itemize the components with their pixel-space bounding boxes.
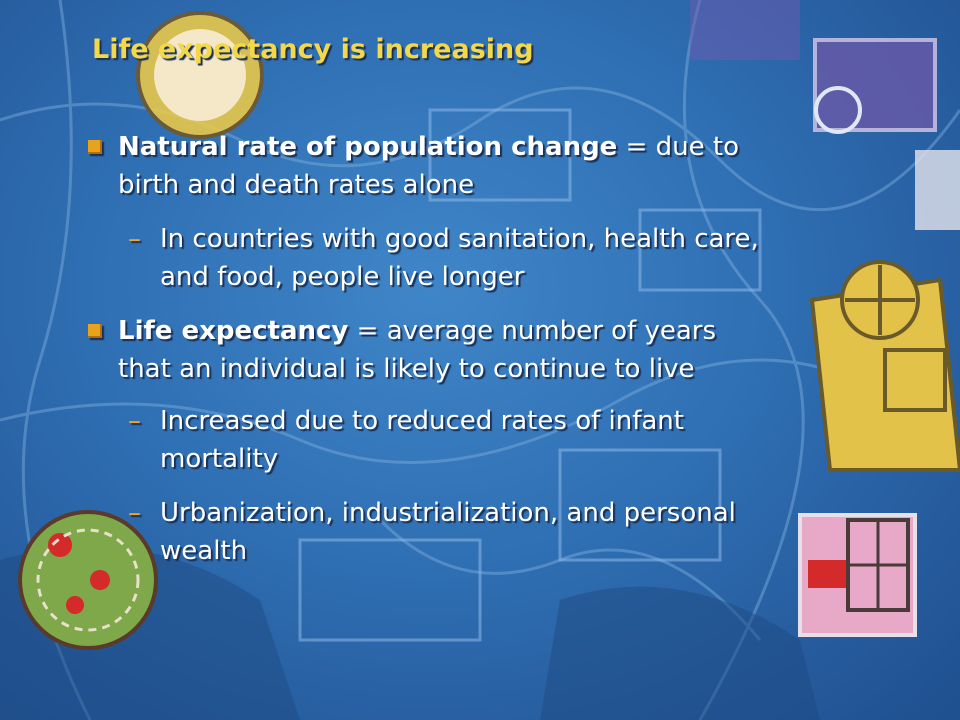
bullet-life-expectancy: Life expectancy = average number of year… xyxy=(88,312,888,388)
bullet-line-2: birth and death rates alone xyxy=(118,170,475,200)
house-drawings-top-right xyxy=(690,0,960,230)
bullet-definition: = average number of years xyxy=(348,316,717,346)
bullet-line-1: Natural rate of population change = due … xyxy=(118,128,888,166)
square-bullet-icon xyxy=(88,140,102,154)
subbullet-line-2: mortality xyxy=(160,444,279,474)
dash-bullet-icon: – xyxy=(128,406,141,436)
subbullet-line-1: Increased due to reduced rates of infant xyxy=(160,406,684,436)
bullet-natural-rate: Natural rate of population change = due … xyxy=(88,128,888,204)
subbullet-urbanization: – Urbanization, industrialization, and p… xyxy=(128,494,880,570)
bullet-definition: = due to xyxy=(617,132,739,162)
subbullet-line-1: In countries with good sanitation, healt… xyxy=(160,224,759,254)
yellow-house-drawing xyxy=(809,260,960,472)
pink-house-drawing xyxy=(798,513,917,637)
dash-bullet-icon: – xyxy=(128,224,141,254)
subbullet-sanitation: – In countries with good sanitation, hea… xyxy=(128,220,880,296)
bullet-line-1: Life expectancy = average number of year… xyxy=(118,312,888,350)
subbullet-line-2: and food, people live longer xyxy=(160,262,525,292)
subbullet-infant-mortality: – Increased due to reduced rates of infa… xyxy=(128,402,880,478)
slide-title: Life expectancy is increasing xyxy=(92,34,534,65)
flower-circle-drawing xyxy=(18,510,158,650)
bullet-term: Life expectancy xyxy=(118,316,349,346)
subbullet-line-2: wealth xyxy=(160,536,248,566)
faint-house-outlines xyxy=(298,108,762,642)
square-bullet-icon xyxy=(88,324,102,338)
bullet-line-2: that an individual is likely to continue… xyxy=(118,354,695,384)
bullet-term: Natural rate of population change xyxy=(118,132,618,162)
subbullet-line-1: Urbanization, industrialization, and per… xyxy=(160,498,736,528)
dash-bullet-icon: – xyxy=(128,498,141,528)
sun-drawing xyxy=(136,11,264,139)
